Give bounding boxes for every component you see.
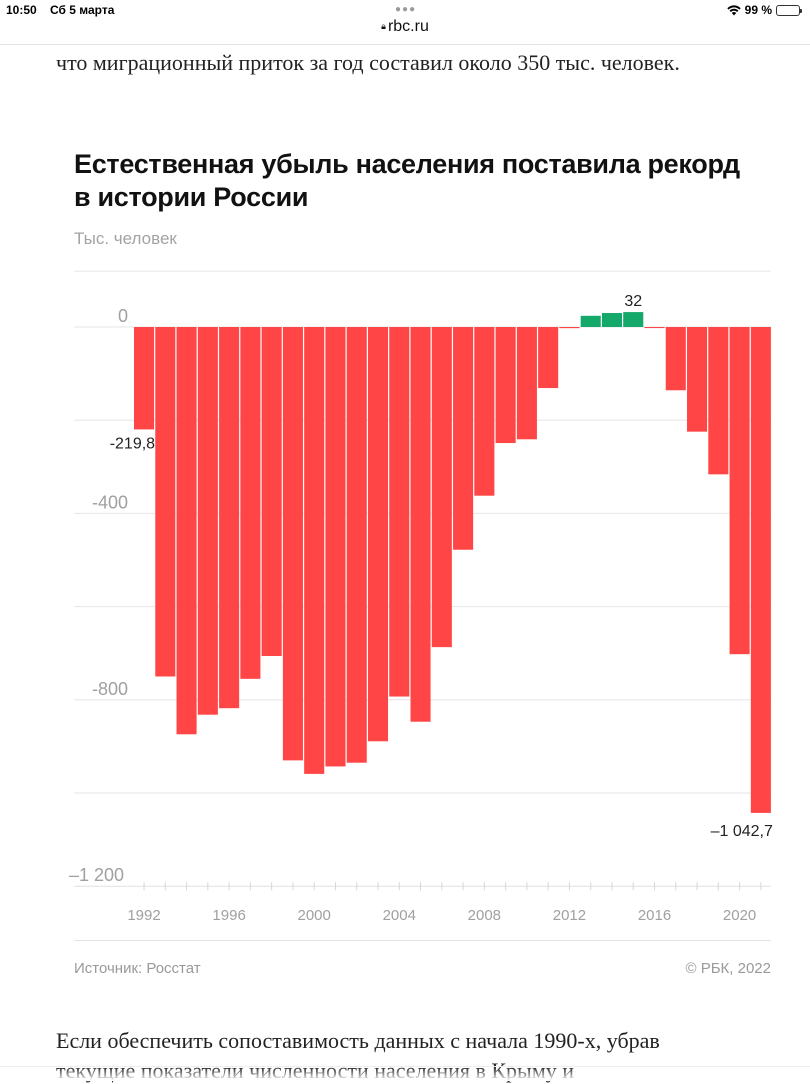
bar-2004 [389, 327, 410, 697]
bar-2006 [431, 327, 452, 648]
x-tick-label-2020: 2020 [723, 907, 756, 924]
battery-percent: 99 % [744, 3, 772, 17]
y-tick-label: 0 [118, 306, 128, 326]
status-time: 10:50 [6, 3, 37, 17]
article-paragraph-after: Если обеспечить сопоставимость данных с … [56, 1028, 660, 1053]
bar-2013 [580, 315, 601, 327]
y-tick-label: -800 [92, 679, 128, 699]
bar-2014 [601, 313, 623, 327]
bar-2000 [304, 327, 325, 774]
data-label-1992: -219,8 [110, 435, 155, 452]
y-tick-label: –1 200 [69, 865, 124, 885]
bar-2015 [623, 312, 644, 327]
bar-2012 [559, 327, 580, 329]
bar-2020 [729, 327, 750, 655]
bar-2008 [474, 327, 495, 496]
bar-1993 [155, 327, 176, 677]
url-text: rbc.ru [387, 18, 429, 35]
wifi-icon [726, 4, 741, 15]
x-tick-label-2004: 2004 [383, 907, 416, 924]
bar-1994 [176, 327, 197, 735]
chart-title: Естественная убыль населения поставила р… [74, 149, 740, 212]
bar-2018 [687, 327, 708, 432]
x-tick-label-2012: 2012 [553, 907, 586, 924]
status-date: Сб 5 марта [50, 3, 115, 17]
bar-1996 [219, 327, 240, 709]
chart-source: Источник: Росстат [74, 960, 201, 977]
bar-2017 [665, 327, 686, 391]
bottom-toolbar-edge [0, 1066, 810, 1081]
bar-2011 [538, 327, 559, 389]
bar-1998 [261, 327, 282, 656]
article-paragraph-before: что миграционный приток за год составил … [56, 50, 680, 75]
x-tick-label-2000: 2000 [298, 907, 331, 924]
bar-1995 [197, 327, 218, 715]
x-tick-label-1992: 1992 [127, 907, 160, 924]
bar-2003 [367, 327, 389, 742]
toolbar-divider [0, 44, 810, 45]
x-tick-label-1996: 1996 [212, 907, 245, 924]
lock-icon: 🔒︎ [381, 21, 386, 31]
bar-1999 [282, 327, 303, 761]
status-bar: 10:50 Сб 5 марта ●●● 99 % [0, 0, 810, 22]
bar-2002 [346, 327, 367, 763]
address-bar[interactable]: 🔒︎ rbc.ru [0, 18, 810, 44]
bar-2001 [325, 327, 346, 767]
bar-2005 [410, 327, 431, 722]
chart-copyright: © РБК, 2022 [685, 960, 771, 977]
bar-2009 [495, 327, 516, 444]
bar-2019 [708, 327, 729, 475]
bar-2021 [750, 327, 771, 813]
x-tick-label-2008: 2008 [468, 907, 501, 924]
data-label-2021: –1 042,7 [711, 823, 773, 840]
data-label-2015: 32 [624, 293, 642, 310]
x-tick-label-2016: 2016 [638, 907, 671, 924]
bar-1992 [134, 327, 155, 430]
bar-2010 [516, 327, 537, 440]
bar-2007 [453, 327, 474, 550]
multitasking-dots-icon[interactable]: ●●● [395, 4, 417, 15]
bar-2016 [644, 327, 665, 329]
y-tick-label: -400 [92, 492, 128, 512]
chart-footer-divider [74, 940, 771, 941]
battery-icon [776, 4, 802, 16]
bar-1997 [240, 327, 261, 679]
y-axis-unit-label: Тыс. человек [74, 229, 177, 248]
